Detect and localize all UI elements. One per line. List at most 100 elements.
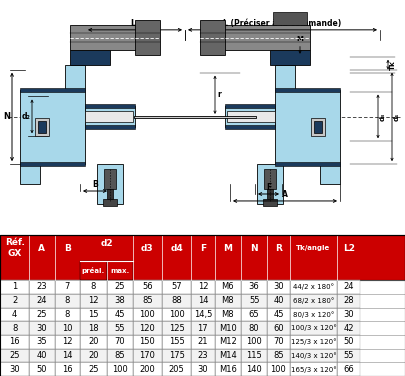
- Text: 7: 7: [65, 282, 70, 291]
- Bar: [55, 349, 80, 362]
- Text: 120: 120: [140, 324, 155, 332]
- Polygon shape: [320, 164, 340, 184]
- Text: Réf.
GX: Réf. GX: [4, 238, 25, 258]
- Text: 30: 30: [343, 310, 354, 319]
- Polygon shape: [97, 164, 123, 204]
- Text: M10: M10: [219, 324, 237, 332]
- Bar: [215, 335, 241, 349]
- Bar: [38, 121, 46, 133]
- Text: d₃: d₃: [380, 112, 386, 121]
- Text: 36: 36: [249, 282, 260, 291]
- Polygon shape: [85, 111, 133, 122]
- Text: 28: 28: [343, 296, 354, 305]
- Bar: [162, 308, 191, 321]
- Polygon shape: [275, 162, 340, 166]
- Text: 85: 85: [114, 351, 125, 360]
- Polygon shape: [227, 111, 275, 122]
- Bar: [162, 294, 191, 308]
- Text: 20: 20: [88, 351, 98, 360]
- Bar: [29, 335, 55, 349]
- Bar: [267, 321, 290, 335]
- Text: préal.: préal.: [82, 267, 105, 274]
- Bar: [191, 362, 215, 376]
- Bar: [55, 308, 80, 321]
- Text: 88: 88: [171, 296, 182, 305]
- Text: 12: 12: [198, 282, 208, 291]
- Text: 100: 100: [246, 337, 262, 346]
- Text: 44/2 x 180°: 44/2 x 180°: [293, 284, 334, 290]
- Text: 155: 155: [169, 337, 184, 346]
- Text: 205: 205: [169, 365, 184, 374]
- Bar: [80, 308, 107, 321]
- Bar: [29, 321, 55, 335]
- Bar: [290, 362, 337, 376]
- Bar: [0, 335, 29, 349]
- Bar: [55, 280, 80, 294]
- Bar: [191, 280, 215, 294]
- Text: A: A: [38, 244, 45, 253]
- Text: 12: 12: [62, 337, 72, 346]
- Text: R: R: [275, 244, 282, 253]
- Text: M: M: [296, 36, 303, 42]
- Text: 100: 100: [140, 310, 155, 319]
- Bar: [107, 349, 133, 362]
- Text: 8: 8: [91, 282, 96, 291]
- Bar: [290, 280, 337, 294]
- Text: 14: 14: [198, 296, 208, 305]
- Text: d2: d2: [100, 239, 113, 248]
- Bar: [337, 362, 360, 376]
- Text: d4: d4: [170, 244, 183, 253]
- Polygon shape: [70, 25, 145, 50]
- Bar: [267, 294, 290, 308]
- Text: 24: 24: [344, 282, 354, 291]
- Bar: [80, 362, 107, 376]
- Text: 85: 85: [273, 351, 284, 360]
- Polygon shape: [225, 125, 275, 129]
- Text: 8: 8: [65, 296, 70, 305]
- Bar: [267, 335, 290, 349]
- Polygon shape: [20, 164, 40, 184]
- Text: 200: 200: [140, 365, 155, 374]
- Polygon shape: [264, 169, 276, 189]
- Text: 100: 100: [169, 310, 184, 319]
- Text: 35: 35: [36, 337, 47, 346]
- Text: A: A: [282, 190, 288, 199]
- Text: 14,5: 14,5: [194, 310, 212, 319]
- Bar: [241, 335, 267, 349]
- Bar: [29, 362, 55, 376]
- Text: 100: 100: [271, 365, 286, 374]
- Polygon shape: [267, 189, 273, 199]
- Text: max.: max.: [110, 268, 129, 274]
- Text: 24: 24: [37, 296, 47, 305]
- Bar: [311, 118, 325, 136]
- Bar: [241, 294, 267, 308]
- Text: 40: 40: [37, 351, 47, 360]
- Text: M16: M16: [219, 365, 237, 374]
- Text: M: M: [223, 244, 232, 253]
- Text: 50: 50: [344, 337, 354, 346]
- Bar: [290, 321, 337, 335]
- Text: 25: 25: [88, 365, 98, 374]
- Polygon shape: [85, 106, 135, 127]
- Bar: [267, 308, 290, 321]
- Text: 66: 66: [343, 365, 354, 374]
- Bar: [162, 362, 191, 376]
- Text: 21: 21: [198, 337, 208, 346]
- Polygon shape: [263, 199, 277, 206]
- Bar: [133, 280, 162, 294]
- Text: 15: 15: [88, 310, 98, 319]
- Text: 16: 16: [62, 365, 73, 374]
- Text: 2: 2: [12, 296, 17, 305]
- Bar: [107, 280, 133, 294]
- Bar: [337, 349, 360, 362]
- Text: 115: 115: [246, 351, 262, 360]
- Text: 140/3 x 120°: 140/3 x 120°: [291, 352, 336, 359]
- Text: 16: 16: [9, 337, 20, 346]
- Polygon shape: [103, 199, 117, 206]
- Bar: [55, 321, 80, 335]
- Bar: [162, 280, 191, 294]
- Bar: [55, 335, 80, 349]
- Polygon shape: [70, 50, 110, 65]
- Bar: [241, 349, 267, 362]
- Bar: [241, 280, 267, 294]
